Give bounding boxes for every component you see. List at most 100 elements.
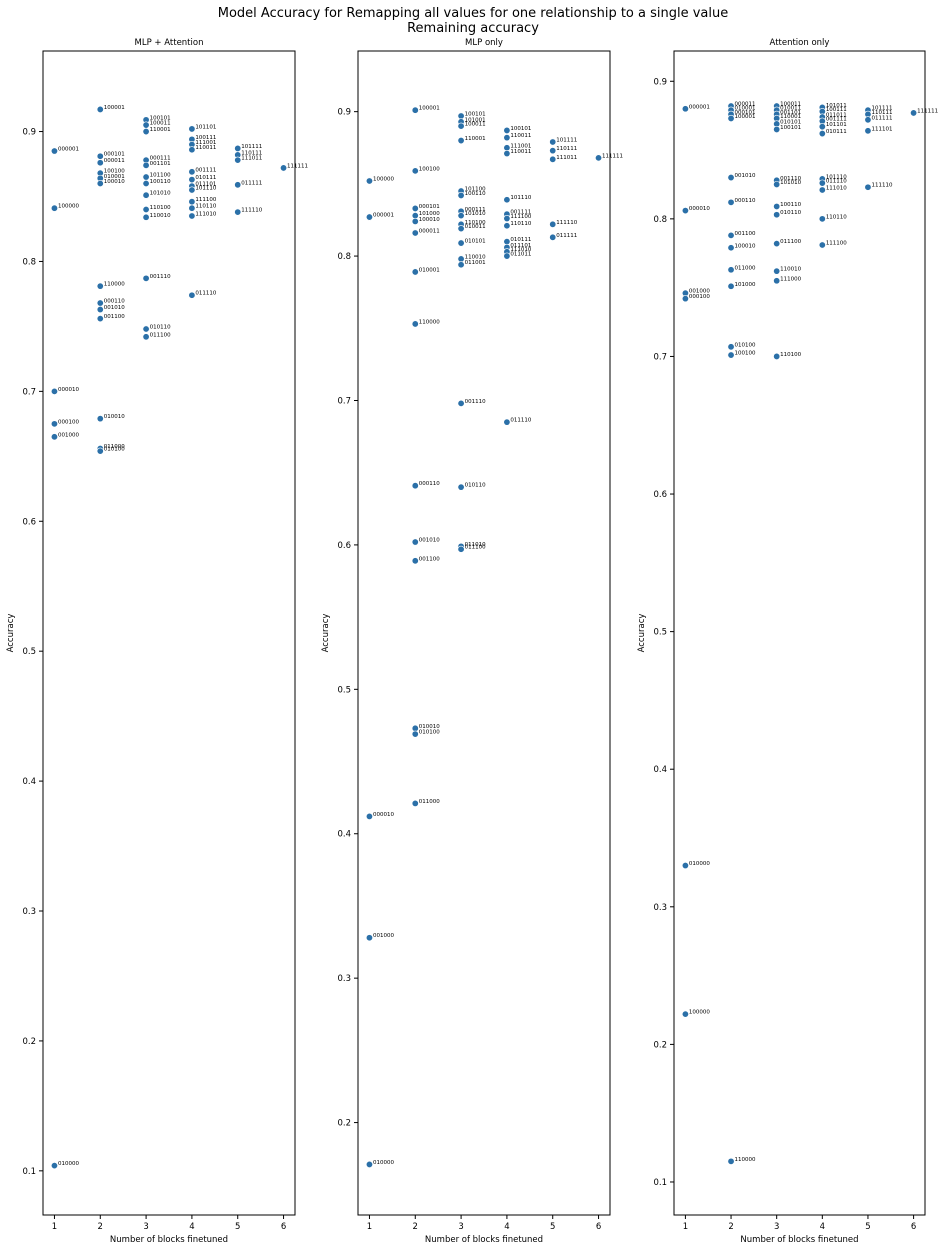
point-label: 100010 <box>104 179 125 185</box>
x-axis-label: Number of blocks finetuned <box>110 1235 228 1245</box>
data-point <box>96 159 104 167</box>
point-label: 001100 <box>104 314 125 320</box>
point-label: 111100 <box>826 241 847 247</box>
data-point <box>681 1010 689 1018</box>
point-label: 110110 <box>510 221 531 227</box>
point-label: 110011 <box>195 145 216 151</box>
point-label: 011100 <box>150 332 171 338</box>
data-point <box>411 730 419 738</box>
figure-subtitle: Remaining accuracy <box>407 21 539 36</box>
point-label: 110001 <box>150 127 171 133</box>
point-label: 111101 <box>871 126 892 132</box>
point-label: 000011 <box>104 158 125 164</box>
point-label: 001110 <box>465 399 486 405</box>
point-label: 100000 <box>373 176 394 182</box>
point-label: 010111 <box>195 175 216 181</box>
point-label: 111001 <box>510 143 531 149</box>
point-label: 111111 <box>917 108 938 114</box>
y-axis-label: Accuracy <box>6 614 16 653</box>
data-point <box>188 168 196 176</box>
point-label: 010001 <box>735 106 756 112</box>
point-label: 110010 <box>780 267 801 273</box>
data-point <box>549 220 557 228</box>
point-label: 100110 <box>150 179 171 185</box>
data-point <box>142 121 150 129</box>
point-label: 110011 <box>510 149 531 155</box>
data-point <box>503 196 511 204</box>
point-label: 100011 <box>150 121 171 127</box>
x-tick-label: 5 <box>235 1222 240 1232</box>
point-label: 101101 <box>195 124 216 130</box>
point-label: 011111 <box>556 233 577 239</box>
point-label: 100101 <box>510 126 531 132</box>
data-point <box>727 1157 735 1165</box>
data-point <box>503 238 511 246</box>
point-label: 111110 <box>556 220 577 226</box>
y-tick-label: 0.3 <box>22 907 36 917</box>
data-point <box>411 268 419 276</box>
data-point <box>864 116 872 124</box>
data-point <box>411 724 419 732</box>
y-tick-label: 0.8 <box>653 215 667 225</box>
data-point <box>727 114 735 122</box>
point-label: 011011 <box>826 113 847 119</box>
point-label: 100001 <box>735 114 756 120</box>
data-point <box>234 156 242 164</box>
point-label: 001010 <box>735 173 756 179</box>
data-point <box>96 180 104 188</box>
point-label: 100001 <box>419 106 440 112</box>
y-tick-label: 0.8 <box>337 252 351 262</box>
panel-title: Attention only <box>770 38 830 48</box>
x-tick-label: 2 <box>413 1222 418 1232</box>
x-tick-label: 3 <box>143 1222 148 1232</box>
point-label: 001111 <box>826 117 847 123</box>
data-point <box>773 240 781 248</box>
data-point <box>142 274 150 282</box>
data-point <box>457 212 465 220</box>
point-label: 101000 <box>735 282 756 288</box>
data-point <box>773 180 781 188</box>
x-tick-label: 1 <box>367 1222 372 1232</box>
point-label: 010100 <box>104 447 125 453</box>
data-point <box>142 180 150 188</box>
data-point <box>142 213 150 221</box>
point-label: 100000 <box>689 1010 710 1016</box>
data-point <box>411 482 419 490</box>
point-label: 000101 <box>419 204 440 210</box>
data-point <box>503 144 511 152</box>
data-point <box>503 215 511 223</box>
data-point <box>188 186 196 194</box>
y-tick-label: 0.1 <box>653 1178 667 1188</box>
chart-panel-1: MLP + Attention 1 2 3 4 5 6 0.1 0.2 0.3 0.4 0.5 0.6 0… <box>6 38 308 1245</box>
y-tick-label: 0.9 <box>337 108 351 118</box>
data-point <box>142 128 150 136</box>
y-tick-label: 0.2 <box>337 1119 351 1129</box>
y-tick-label: 0.6 <box>337 541 351 551</box>
panel-title: MLP + Attention <box>135 38 204 48</box>
data-point <box>818 123 826 131</box>
data-point <box>818 179 826 187</box>
point-label: 111010 <box>826 185 847 191</box>
data-point <box>457 191 465 199</box>
point-label: 000101 <box>735 110 756 116</box>
point-label: 011101 <box>510 243 531 249</box>
data-point <box>503 150 511 158</box>
data-point <box>457 225 465 233</box>
plot-frame <box>42 50 296 1216</box>
data-point <box>411 538 419 546</box>
data-point <box>411 799 419 807</box>
figure-title-line1: Model Accuracy for Remapping all values … <box>217 6 729 21</box>
point-label: 011100 <box>465 545 486 551</box>
point-label: 001110 <box>150 274 171 280</box>
point-label: 110111 <box>241 150 262 156</box>
data-point <box>411 320 419 328</box>
x-tick-label: 5 <box>865 1222 870 1232</box>
point-label: 011110 <box>510 418 531 424</box>
data-point <box>96 315 104 323</box>
data-point <box>50 147 58 155</box>
point-label: 001000 <box>58 432 79 438</box>
data-point <box>50 433 58 441</box>
data-point <box>681 207 689 215</box>
data-point <box>818 215 826 223</box>
data-point <box>773 211 781 219</box>
